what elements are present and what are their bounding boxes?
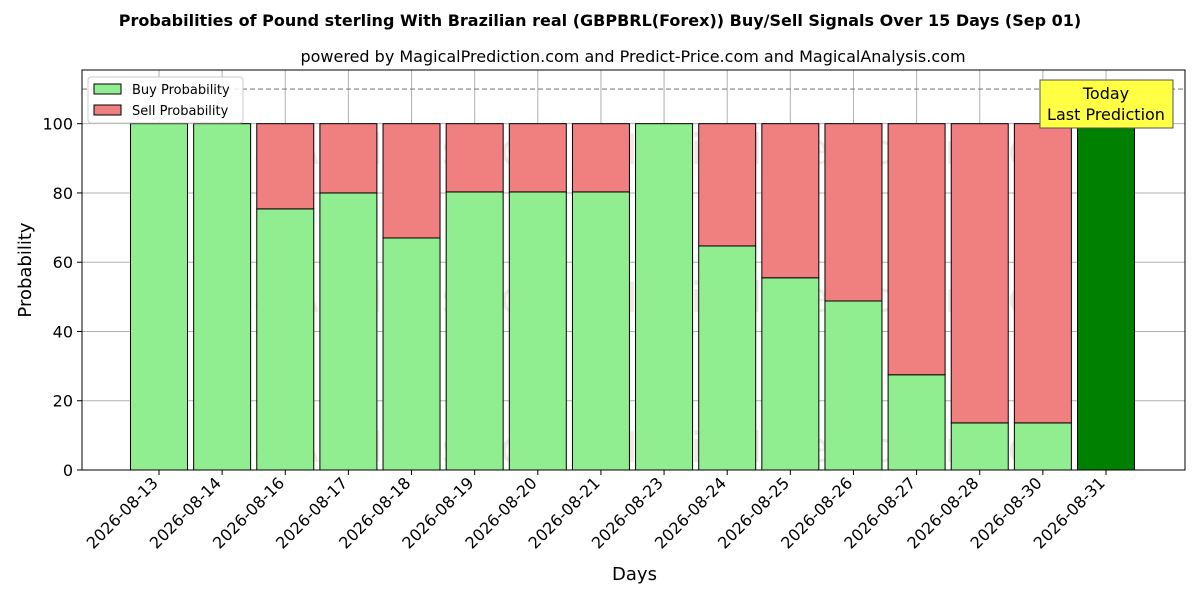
bar-sell [382,123,441,239]
x-axis: 2026-08-132026-08-142026-08-162026-08-17… [83,470,1109,553]
legend-swatch [93,83,122,95]
bar-buy [382,237,441,471]
bar-buy [193,123,252,471]
legend: Buy Probability Sell Probability [87,76,244,124]
bar-buy [508,191,567,471]
x-axis-label: Days [612,564,657,585]
chart-subtitle: powered by MagicalPrediction.com and Pre… [300,47,965,66]
bar-buy [761,277,820,471]
bar-buy [824,300,883,471]
legend-label: Buy Probability [132,83,230,98]
y-tick-label: 100 [42,115,73,134]
bar-sell [824,123,883,302]
bar-sell [698,123,757,247]
bar-buy [571,191,630,471]
bar-buy [1013,422,1072,471]
bar-sell [1013,123,1072,424]
bar-sell [571,123,630,193]
bar-sell [445,123,504,193]
y-tick-label: 20 [53,392,73,411]
bar-buy [319,192,378,471]
chart-title: Probabilities of Pound sterling With Bra… [119,11,1081,30]
bar-sell [319,123,378,194]
y-tick-label: 0 [63,461,73,480]
y-tick-label: 80 [53,184,73,203]
annotation-text: Today [1082,84,1129,103]
y-axis-label: Probability [15,222,36,317]
legend-box [87,76,244,124]
legend-swatch [93,104,122,116]
bar-buy [445,191,504,471]
bar-buy [950,422,1009,471]
annotation-box [1039,79,1174,129]
bar-sell [256,123,315,210]
plot-frame [81,69,1186,471]
y-tick-label: 60 [53,253,73,272]
bar-buy [130,123,188,471]
bar-buy [256,208,315,471]
today-annotation: Today Last Prediction [1039,79,1174,129]
y-tick-label: 40 [53,322,73,341]
bars-layer [130,123,1135,471]
bar-sell [950,123,1009,424]
bar-sell [887,123,946,376]
bar-buy [698,245,757,471]
bar-buy [635,123,694,471]
y-axis: 0 20 40 60 80 100 [42,115,82,480]
bar-buy [887,374,946,471]
bar-sell [508,123,567,193]
annotation-text: Last Prediction [1047,105,1165,124]
bar-buy [1077,123,1135,471]
legend-label: Sell Probability [132,104,229,119]
bar-sell [761,123,820,279]
